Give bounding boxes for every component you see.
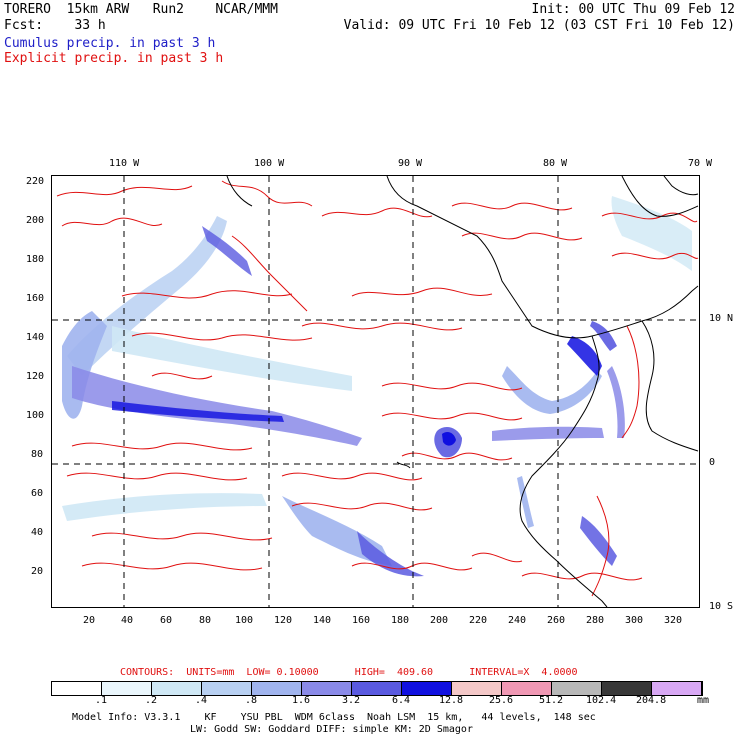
colorbar-label: 1.6: [292, 695, 311, 706]
x-tick: 160: [352, 615, 371, 626]
lon-label-90w: 90 W: [398, 158, 423, 169]
x-tick: 200: [430, 615, 449, 626]
colorbar: [51, 681, 703, 696]
lat-lon-grid: [52, 176, 699, 607]
x-tick: 100: [235, 615, 254, 626]
colorbar-unit: mm: [697, 695, 710, 706]
colorbar-cell: [402, 682, 452, 695]
coastlines: [226, 176, 699, 607]
y-tick: 140: [26, 332, 45, 343]
y-tick: 220: [26, 176, 45, 187]
colorbar-label: 204.8: [636, 695, 667, 706]
valid-time: Valid: 09 UTC Fri 10 Feb 12 (03 CST Fri …: [343, 18, 735, 33]
y-tick: 120: [26, 371, 45, 382]
colorbar-label: .1: [95, 695, 108, 706]
y-tick: 180: [26, 254, 45, 265]
colorbar-cell: [102, 682, 152, 695]
precip-map: [51, 175, 700, 608]
colorbar-label: 6.4: [392, 695, 411, 706]
x-tick: 20: [83, 615, 96, 626]
colorbar-cell: [302, 682, 352, 695]
y-tick: 100: [26, 410, 45, 421]
lon-label-70w: 70 W: [688, 158, 713, 169]
x-tick: 140: [313, 615, 332, 626]
colorbar-cell: [452, 682, 502, 695]
colorbar-label: 25.6: [489, 695, 514, 706]
legend-explicit: Explicit precip. in past 3 h: [4, 51, 224, 66]
colorbar-cell: [252, 682, 302, 695]
colorbar-label: 3.2: [342, 695, 361, 706]
y-tick: 160: [26, 293, 45, 304]
model-physics: LW: Godd SW: Goddard DIFF: simple KM: 2D…: [190, 724, 473, 735]
x-tick: 220: [469, 615, 488, 626]
colorbar-cell: [552, 682, 602, 695]
x-tick: 120: [274, 615, 293, 626]
y-tick: 20: [31, 566, 44, 577]
colorbar-label: .8: [245, 695, 258, 706]
lat-label-0: 0: [709, 457, 716, 468]
colorbar-label: 102.4: [586, 695, 617, 706]
x-tick: 180: [391, 615, 410, 626]
y-tick: 40: [31, 527, 44, 538]
colorbar-label: 12.8: [439, 695, 464, 706]
y-tick: 60: [31, 488, 44, 499]
colorbar-cell: [602, 682, 652, 695]
x-tick: 280: [586, 615, 605, 626]
header-title: TORERO 15km ARW Run2 NCAR/MMM: [4, 2, 278, 17]
lon-label-110w: 110 W: [109, 158, 140, 169]
x-tick: 300: [625, 615, 644, 626]
colorbar-cell: [652, 682, 702, 695]
lon-label-100w: 100 W: [254, 158, 285, 169]
x-tick: 320: [664, 615, 683, 626]
colorbar-cell: [502, 682, 552, 695]
x-tick: 60: [160, 615, 173, 626]
x-tick: 40: [121, 615, 134, 626]
y-tick: 80: [31, 449, 44, 460]
y-tick: 200: [26, 215, 45, 226]
forecast-hour: Fcst: 33 h: [4, 18, 106, 33]
lon-label-80w: 80 W: [543, 158, 568, 169]
legend-cumulus: Cumulus precip. in past 3 h: [4, 36, 216, 51]
colorbar-cell: [352, 682, 402, 695]
colorbar-label: 51.2: [539, 695, 564, 706]
x-tick: 80: [199, 615, 212, 626]
map-canvas: [52, 176, 699, 607]
colorbar-label: .4: [195, 695, 208, 706]
init-time: Init: 00 UTC Thu 09 Feb 12: [531, 2, 736, 17]
model-info: Model Info: V3.3.1 KF YSU PBL WDM 6class…: [72, 712, 596, 723]
colorbar-label: .2: [145, 695, 158, 706]
contour-info: CONTOURS: UNITS=mm LOW= 0.10000 HIGH= 40…: [120, 667, 578, 678]
colorbar-cell: [202, 682, 252, 695]
lat-label-10n: 10 N: [709, 313, 734, 324]
x-tick: 240: [508, 615, 527, 626]
x-tick: 260: [547, 615, 566, 626]
colorbar-cell: [152, 682, 202, 695]
lat-label-10s: 10 S: [709, 601, 734, 612]
colorbar-cell: [52, 682, 102, 695]
cumulus-precip-shading: [62, 196, 692, 577]
explicit-precip-contours: [56, 180, 699, 597]
